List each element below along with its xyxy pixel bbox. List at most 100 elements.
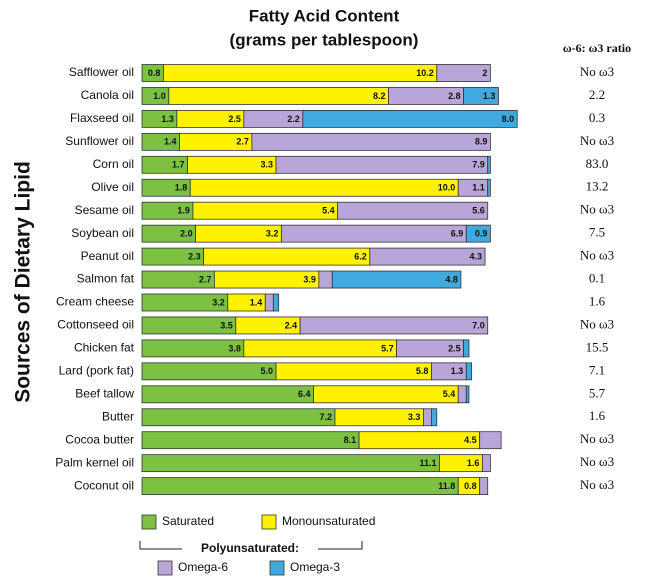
ratio-label: 0.1 (589, 271, 605, 286)
ratio-label: 7.5 (589, 225, 605, 240)
data-label: 1.0 (153, 91, 166, 101)
ratio-label: No ω3 (580, 431, 614, 446)
bar-segment (369, 247, 486, 266)
data-label: 2.7 (199, 274, 212, 284)
data-label: 5.7 (381, 343, 394, 353)
bar-segment (302, 110, 518, 128)
bar-segment (487, 155, 491, 174)
ratio-label: No ω3 (580, 248, 614, 263)
category-label: Cream cheese (56, 295, 134, 309)
data-label: 7.9 (472, 160, 485, 170)
legend-label: Monounsaturated (282, 514, 375, 528)
bar-segment (272, 293, 280, 312)
data-label: 4.8 (445, 274, 458, 284)
data-label: 1.3 (483, 91, 496, 101)
bar-segment (463, 87, 499, 105)
data-label: 1.4 (250, 297, 263, 307)
bar-segment (192, 201, 339, 220)
legend-swatch (269, 560, 285, 576)
bar-segment (275, 155, 489, 174)
bar-segment (141, 362, 277, 381)
data-label: 2.7 (236, 137, 249, 147)
bar-segment (463, 339, 470, 358)
bar-segment (436, 64, 491, 82)
bar-segment (337, 201, 489, 220)
data-label: 7.0 (472, 320, 485, 330)
ratio-header: ω-6: ω3 ratio (563, 41, 631, 55)
data-label: 1.9 (177, 206, 190, 216)
data-label: 1.7 (172, 160, 185, 170)
bar-segment (280, 224, 467, 243)
bar-segment (431, 408, 438, 427)
ratio-label: No ω3 (580, 454, 614, 469)
bar-segment (264, 293, 274, 312)
category-label: Beef tallow (75, 386, 134, 400)
legend-label: Omega-3 (290, 560, 340, 574)
data-label: 3.8 (228, 343, 241, 353)
data-label: 5.6 (472, 206, 485, 216)
ratio-label: 1.6 (589, 408, 606, 423)
ratio-label: 7.1 (589, 362, 605, 377)
data-label: 1.3 (451, 366, 464, 376)
data-label: 3.2 (266, 229, 279, 239)
data-label: 1.6 (467, 458, 480, 468)
legend-swatch (157, 560, 173, 576)
category-label: Cocoa butter (65, 432, 134, 446)
bar-segment (275, 362, 432, 381)
category-label: Lard (pork fat) (59, 364, 134, 378)
ratio-label: No ω3 (580, 316, 614, 331)
category-label: Corn oil (93, 157, 134, 171)
ratio-label: 13.2 (586, 179, 609, 194)
data-label: 11.1 (419, 458, 436, 468)
ratio-label: 2.2 (589, 87, 605, 102)
data-label: 1.1 (472, 183, 485, 193)
bar-segment (251, 132, 491, 151)
category-label: Chicken fat (74, 341, 135, 355)
bar-segment (243, 339, 397, 358)
chart-subtitle: (grams per tablespoon) (230, 30, 419, 49)
ratio-label: No ω3 (580, 64, 614, 79)
data-label: 2.2 (287, 114, 300, 124)
data-label: 3.9 (303, 274, 316, 284)
data-label: 7.2 (319, 412, 332, 422)
bar-segment (168, 87, 389, 105)
data-label: 8.0 (502, 114, 515, 124)
data-label: 5.0 (260, 366, 273, 376)
data-label: 3.3 (408, 412, 421, 422)
bar-segment (141, 454, 440, 473)
data-label: 2.3 (188, 251, 201, 261)
bar-segment (141, 408, 336, 427)
y-axis-label: Sources of Dietary Lipid (12, 161, 35, 403)
bar-segment (331, 270, 462, 289)
data-label: 1.3 (161, 114, 174, 124)
ratio-label: 0.3 (589, 110, 605, 125)
bar-segment (422, 408, 432, 427)
chart-title: Fatty Acid Content (249, 6, 400, 25)
data-label: 2.0 (180, 229, 193, 239)
ratio-label: 15.5 (586, 339, 609, 354)
category-label: Safflower oil (69, 65, 134, 79)
category-label: Soybean oil (71, 226, 134, 240)
category-label: Palm kernel oil (55, 455, 134, 469)
data-label: 2 (482, 68, 487, 78)
bar-segment (479, 477, 489, 496)
data-label: 11.8 (438, 481, 455, 491)
bar-segment (299, 316, 489, 335)
legend-label: Saturated (162, 514, 214, 528)
legend-swatch (261, 514, 277, 530)
bar-segment (358, 431, 481, 450)
bar-segment (163, 64, 438, 82)
data-label: 3.5 (220, 320, 233, 330)
data-label: 0.8 (148, 68, 161, 78)
category-label: Salmon fat (77, 272, 135, 286)
bar-segment (457, 385, 467, 404)
legend-group-title: Polyunsaturated: (201, 541, 299, 555)
bar-segment (465, 362, 473, 381)
data-label: 2.5 (448, 343, 461, 353)
data-label: 8.1 (344, 435, 357, 445)
data-label: 5.8 (416, 366, 429, 376)
data-label: 2.4 (285, 320, 298, 330)
data-label: 10.0 (438, 183, 456, 193)
data-label: 2.8 (448, 91, 461, 101)
ratio-label: 1.6 (589, 293, 606, 308)
